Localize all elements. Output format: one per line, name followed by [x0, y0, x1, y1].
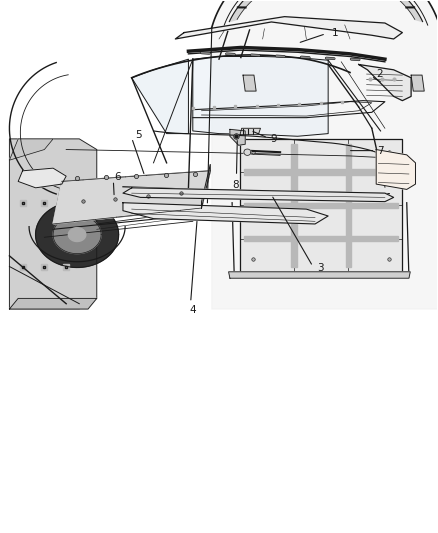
- Text: 3: 3: [317, 263, 324, 272]
- Polygon shape: [244, 149, 251, 156]
- Polygon shape: [244, 236, 398, 241]
- Polygon shape: [53, 180, 83, 224]
- Polygon shape: [132, 59, 188, 134]
- Text: 6: 6: [114, 172, 121, 182]
- Polygon shape: [346, 144, 351, 266]
- Polygon shape: [159, 172, 189, 213]
- Polygon shape: [95, 177, 125, 220]
- Polygon shape: [123, 203, 328, 224]
- Polygon shape: [243, 75, 256, 91]
- Polygon shape: [240, 128, 261, 135]
- Polygon shape: [376, 150, 416, 189]
- Polygon shape: [244, 169, 398, 175]
- Polygon shape: [212, 0, 438, 309]
- Text: 8: 8: [232, 180, 239, 190]
- Polygon shape: [123, 188, 394, 201]
- Polygon shape: [10, 139, 97, 309]
- Polygon shape: [10, 298, 97, 309]
- Polygon shape: [18, 168, 66, 188]
- Polygon shape: [175, 17, 403, 39]
- Polygon shape: [201, 165, 210, 208]
- Polygon shape: [53, 216, 101, 254]
- Polygon shape: [138, 174, 168, 215]
- Polygon shape: [74, 179, 104, 222]
- Text: 1: 1: [332, 28, 338, 38]
- Polygon shape: [240, 139, 403, 272]
- Text: 7: 7: [377, 146, 384, 156]
- Polygon shape: [359, 64, 411, 101]
- Polygon shape: [230, 130, 245, 146]
- Polygon shape: [230, 0, 423, 21]
- Polygon shape: [229, 272, 410, 278]
- Text: 2: 2: [376, 69, 383, 79]
- Polygon shape: [117, 175, 147, 217]
- Text: 4: 4: [190, 305, 196, 315]
- Polygon shape: [68, 228, 86, 241]
- Polygon shape: [29, 227, 125, 262]
- Text: 5: 5: [135, 130, 142, 140]
- Polygon shape: [10, 139, 53, 160]
- Polygon shape: [53, 171, 210, 224]
- Polygon shape: [193, 56, 328, 136]
- Polygon shape: [291, 144, 297, 266]
- Polygon shape: [244, 203, 398, 208]
- Polygon shape: [411, 75, 424, 91]
- Polygon shape: [180, 171, 210, 211]
- Polygon shape: [35, 202, 119, 268]
- Text: 9: 9: [271, 134, 277, 144]
